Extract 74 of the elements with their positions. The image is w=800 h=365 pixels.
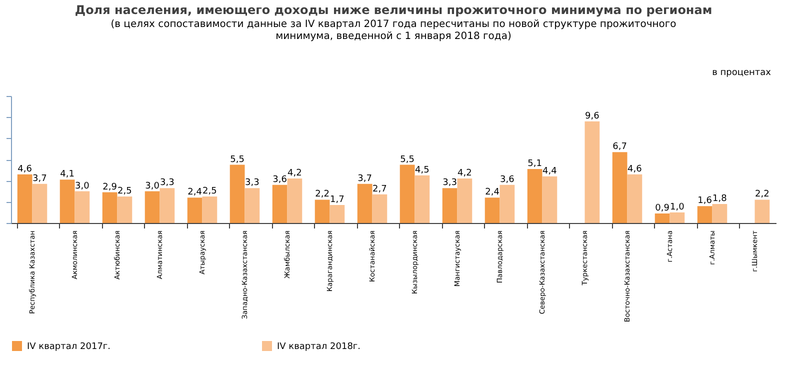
bar	[117, 196, 132, 223]
data-label: 4,6	[628, 164, 642, 174]
bar	[357, 184, 372, 223]
legend-label: IV квартал 2018г.	[277, 342, 361, 352]
data-label: 4,4	[542, 166, 558, 176]
data-label: 6,7	[612, 142, 627, 152]
text: минимума, введенной с 1 января 2018 года)	[276, 31, 512, 42]
bar	[754, 200, 770, 223]
data-label: 4,2	[288, 168, 302, 179]
data-label: 3,7	[32, 174, 47, 184]
chart-title: Доля населения, имеющего доходы ниже величины прожиточного минимума по регионам	[74, 3, 712, 17]
bar	[414, 175, 430, 223]
data-label: 2,7	[372, 184, 387, 194]
data-label: 3,6	[272, 174, 288, 185]
bar	[542, 176, 558, 223]
data-label: 1,7	[330, 195, 344, 206]
data-label: 4,2	[458, 168, 472, 179]
data-label: 2,5	[202, 186, 217, 197]
text: в процентах	[712, 68, 772, 78]
data-label: 2,9	[102, 182, 118, 192]
bar	[400, 164, 415, 223]
bar	[32, 184, 48, 223]
data-label: 3,3	[245, 178, 260, 188]
legend-label: IV квартал 2017г.	[27, 342, 111, 352]
text: (в целях сопоставимости данные за IV квартал 2017 года пересчитаны по новой структуре прожиточного	[110, 19, 676, 30]
data-label: 5,1	[528, 159, 542, 170]
data-label: 2,2	[755, 190, 770, 200]
data-label: 0,9	[655, 203, 670, 214]
data-label: 3,3	[442, 178, 457, 188]
bar	[314, 200, 330, 223]
bar	[457, 178, 472, 223]
data-label: 2,4	[485, 188, 500, 198]
data-label: 9,6	[585, 111, 600, 122]
data-label: 3,7	[358, 174, 372, 184]
data-label: 3,6	[500, 174, 515, 185]
data-label: 4,1	[60, 170, 74, 180]
bar	[330, 205, 345, 223]
bar	[202, 196, 218, 223]
data-label: 3,0	[145, 181, 160, 192]
data-label: 1,8	[712, 194, 728, 204]
data-label: 5,5	[400, 154, 414, 165]
bar	[17, 174, 32, 223]
bar	[670, 212, 685, 223]
bar	[584, 121, 600, 223]
bar	[230, 164, 245, 223]
bar	[697, 206, 712, 223]
data-label: 2,5	[118, 186, 132, 197]
bar	[442, 188, 458, 223]
data-label: 3,0	[75, 181, 90, 192]
bar	[712, 204, 728, 223]
data-label: 4,5	[415, 165, 430, 176]
bar	[244, 188, 260, 223]
bar	[74, 191, 90, 223]
bar	[627, 174, 642, 223]
data-label: 5,5	[230, 154, 244, 165]
bar	[500, 184, 515, 223]
bar	[287, 178, 302, 223]
bar	[272, 184, 288, 223]
bar	[372, 194, 388, 223]
data-label: 2,2	[315, 190, 330, 200]
data-label: 1,6	[698, 196, 712, 206]
bar	[160, 188, 175, 223]
bar	[102, 192, 118, 223]
bar	[527, 169, 542, 223]
bar	[144, 191, 160, 223]
data-label: 4,6	[18, 164, 32, 174]
data-label: 2,4	[188, 188, 202, 198]
bar	[484, 198, 500, 223]
bar	[612, 152, 628, 223]
data-label: 3,3	[160, 178, 174, 188]
data-label: 1,0	[670, 202, 685, 212]
bar	[187, 198, 202, 223]
bar	[60, 180, 75, 223]
bar	[654, 213, 670, 223]
